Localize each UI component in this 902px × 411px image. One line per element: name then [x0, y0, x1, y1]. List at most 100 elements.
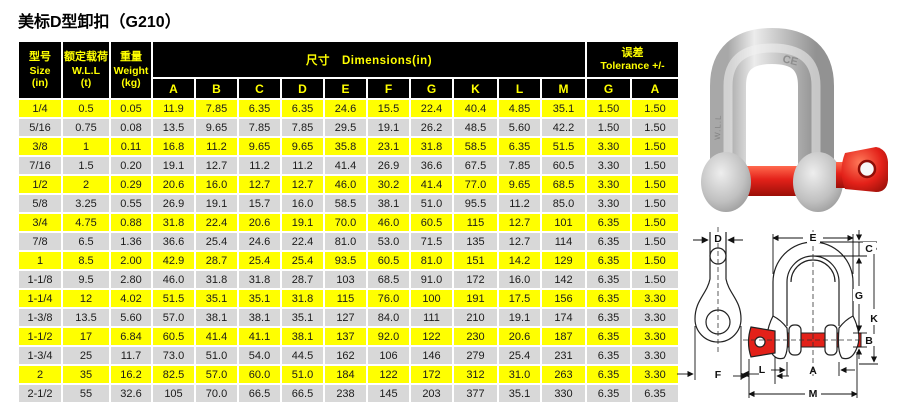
- cell-dim-m: 51.5: [542, 138, 585, 155]
- cell-dim-e: 184: [325, 366, 366, 383]
- cell-dim-a: 105: [153, 385, 194, 402]
- cell-dim-g: 60.5: [411, 214, 452, 231]
- label-K: K: [870, 313, 878, 325]
- cell-dim-m: 231: [542, 347, 585, 364]
- cell-weight: 2.00: [111, 252, 151, 269]
- cell-dim-a: 20.6: [153, 176, 194, 193]
- cell-wll: 3.25: [63, 195, 109, 212]
- cell-dim-a: 31.8: [153, 214, 194, 231]
- cell-weight: 4.02: [111, 290, 151, 307]
- cell-wll: 0.75: [63, 119, 109, 136]
- cell-dim-f: 15.5: [368, 100, 409, 117]
- cell-size: 1: [19, 252, 61, 269]
- cell-dim-e: 24.6: [325, 100, 366, 117]
- header-letter-dim-d: D: [282, 79, 323, 98]
- cell-dim-g: 22.4: [411, 100, 452, 117]
- cell-dim-a: 57.0: [153, 309, 194, 326]
- cell-dim-b: 25.4: [196, 233, 237, 250]
- label-L: L: [759, 364, 766, 376]
- cell-dim-d: 44.5: [282, 347, 323, 364]
- cell-dim-e: 29.5: [325, 119, 366, 136]
- cell-size: 1/2: [19, 176, 61, 193]
- ce-mark: CE: [781, 53, 799, 68]
- dimension-diagram: D F: [677, 227, 880, 400]
- cell-wll: 13.5: [63, 309, 109, 326]
- cell-dim-c: 66.5: [239, 385, 280, 402]
- cell-dim-c: 54.0: [239, 347, 280, 364]
- cell-tol-g: 6.35: [587, 347, 630, 364]
- cell-dim-d: 9.65: [282, 138, 323, 155]
- cell-dim-e: 103: [325, 271, 366, 288]
- cell-dim-l: 25.4: [499, 347, 540, 364]
- cell-dim-k: 67.5: [454, 157, 497, 174]
- cell-dim-g: 111: [411, 309, 452, 326]
- cell-size: 3/8: [19, 138, 61, 155]
- header-size: 型号 Size (in): [19, 42, 61, 98]
- cell-dim-e: 115: [325, 290, 366, 307]
- cell-dim-f: 60.5: [368, 252, 409, 269]
- header-letter-dim-c: C: [239, 79, 280, 98]
- cell-dim-e: 127: [325, 309, 366, 326]
- cell-dim-l: 14.2: [499, 252, 540, 269]
- cell-weight: 11.7: [111, 347, 151, 364]
- cell-size: 5/16: [19, 119, 61, 136]
- cell-dim-c: 38.1: [239, 309, 280, 326]
- cell-dim-b: 51.0: [196, 347, 237, 364]
- cell-dim-e: 46.0: [325, 176, 366, 193]
- header-letter-dim-b: B: [196, 79, 237, 98]
- shackle-photo: CE W.L.L: [701, 27, 888, 212]
- cell-dim-f: 23.1: [368, 138, 409, 155]
- cell-wll: 4.75: [63, 214, 109, 231]
- header-wll: 额定载荷 W.L.L (t): [63, 42, 109, 98]
- cell-dim-k: 115: [454, 214, 497, 231]
- wll-stamp: W.L.L: [713, 114, 723, 140]
- cell-dim-f: 53.0: [368, 233, 409, 250]
- header-size-unit: (in): [31, 76, 49, 89]
- cell-dim-f: 145: [368, 385, 409, 402]
- table-row: 2 35 16.2 82.5 57.0 60.0 51.0 184 122 172 312 31.0 2…: [19, 366, 678, 383]
- cell-dim-d: 66.5: [282, 385, 323, 402]
- cell-weight: 6.84: [111, 328, 151, 345]
- cell-wll: 12: [63, 290, 109, 307]
- cell-dim-m: 101: [542, 214, 585, 231]
- cell-dim-k: 77.0: [454, 176, 497, 193]
- cell-dim-c: 31.8: [239, 271, 280, 288]
- header-weight: 重量 Weight (kg): [111, 42, 151, 98]
- header-letter-dim-l: L: [499, 79, 540, 98]
- cell-dim-d: 22.4: [282, 233, 323, 250]
- cell-wll: 17: [63, 328, 109, 345]
- table-row: 1/2 2 0.29 20.6 16.0 12.7 12.7 46.0 30.2 41.4 77.0…: [19, 176, 678, 193]
- cell-dim-b: 28.7: [196, 252, 237, 269]
- cell-dim-l: 12.7: [499, 233, 540, 250]
- cell-weight: 0.88: [111, 214, 151, 231]
- cell-dim-f: 68.5: [368, 271, 409, 288]
- cell-dim-m: 187: [542, 328, 585, 345]
- header-weight-zh: 重量: [120, 51, 142, 64]
- cell-dim-l: 4.85: [499, 100, 540, 117]
- cell-dim-m: 35.1: [542, 100, 585, 117]
- label-B: B: [865, 335, 873, 347]
- cell-wll: 25: [63, 347, 109, 364]
- header-wll-en: W.L.L: [72, 64, 100, 77]
- table-row: 1-3/8 13.5 5.60 57.0 38.1 38.1 35.1 127 84.0 111 2…: [19, 309, 678, 326]
- cell-dim-e: 93.5: [325, 252, 366, 269]
- cell-wll: 0.5: [63, 100, 109, 117]
- table-row: 7/8 6.5 1.36 36.6 25.4 24.6 22.4 81.0 53.0 71.5 13…: [19, 233, 678, 250]
- cell-weight: 16.2: [111, 366, 151, 383]
- cell-size: 2-1/2: [19, 385, 61, 402]
- cell-dim-d: 31.8: [282, 290, 323, 307]
- cell-wll: 2: [63, 176, 109, 193]
- cell-dim-b: 35.1: [196, 290, 237, 307]
- cell-dim-b: 38.1: [196, 309, 237, 326]
- cell-dim-k: 40.4: [454, 100, 497, 117]
- cell-dim-e: 70.0: [325, 214, 366, 231]
- cell-dim-c: 41.1: [239, 328, 280, 345]
- table-row: 3/8 1 0.11 16.8 11.2 9.65 9.65 35.8 23.1 31.8 58.5…: [19, 138, 678, 155]
- cell-dim-c: 35.1: [239, 290, 280, 307]
- cell-weight: 0.08: [111, 119, 151, 136]
- cell-dim-e: 162: [325, 347, 366, 364]
- header-letter-tol-g: G: [587, 79, 630, 98]
- dim-lines: [733, 230, 878, 398]
- cell-dim-d: 7.85: [282, 119, 323, 136]
- cell-dim-f: 76.0: [368, 290, 409, 307]
